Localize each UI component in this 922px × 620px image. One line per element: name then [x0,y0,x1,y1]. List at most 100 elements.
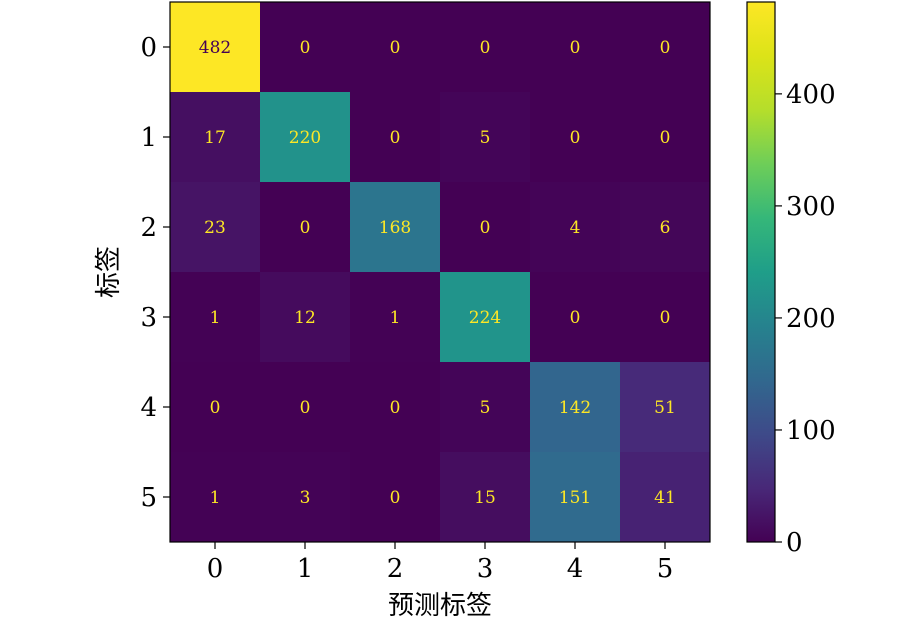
cell-value-label-5-1: 3 [300,488,311,508]
heatmap-cell-5-0 [170,452,261,543]
x-tick-label-1: 1 [297,554,314,584]
cell-value-labels: 482 0 0 0 0 017 220 0 5 0 023 0 168 0 4 61 12 1 224 0 00 0 0 5 1… [199,38,676,508]
heatmap-cell-0-3 [440,2,531,93]
cell-value-label-2-1: 0 [300,218,311,238]
cell-value-label-5-3: 15 [474,488,496,508]
cell-value-label-4-3: 5 [480,398,491,418]
cell-value-label-0-2: 0 [390,38,401,58]
heatmap-cell-5-2 [350,452,441,543]
cell-value-label-5-4: 151 [559,488,591,508]
heatmap-cell-4-1 [260,362,351,453]
heatmap-cell-1-1 [260,92,351,183]
cell-value-label-4-2: 0 [390,398,401,418]
heatmap-cell-0-1 [260,2,351,93]
cell-value-label-4-1: 0 [300,398,311,418]
cell-value-label-0-1: 0 [300,38,311,58]
heatmap-cell-3-3 [440,272,531,363]
colorbar [747,2,775,542]
x-tick-label-3: 3 [477,554,494,584]
cell-value-label-2-4: 4 [570,218,581,238]
heatmap-cell-3-5 [620,272,711,363]
heatmap-cell-5-1 [260,452,351,543]
cell-value-label-0-3: 0 [480,38,491,58]
y-tick-label-4: 4 [140,393,157,423]
cell-value-label-2-5: 6 [660,218,671,238]
cell-value-label-3-4: 0 [570,308,581,328]
y-tick-label-2: 2 [140,213,157,243]
cell-value-label-1-4: 0 [570,128,581,148]
cell-value-label-0-4: 0 [570,38,581,58]
y-axis-ticks: 0 1 2 3 4 5 [140,33,170,513]
cell-value-label-2-3: 0 [480,218,491,238]
heatmap-cell-3-2 [350,272,441,363]
colorbar-tick-label-3: 300 [786,192,836,222]
x-axis-ticks: 0 1 2 3 4 5 [207,542,674,584]
cell-value-label-5-5: 41 [654,488,676,508]
cell-value-label-4-0: 0 [210,398,221,418]
heatmap-cell-0-4 [530,2,621,93]
heatmap-cell-3-0 [170,272,261,363]
cell-value-label-3-3: 224 [469,308,501,328]
cell-value-label-1-2: 0 [390,128,401,148]
heatmap-cell-4-4 [530,362,621,453]
heatmap-cell-2-3 [440,182,531,273]
heatmap-cell-2-0 [170,182,261,273]
heatmap-cell-1-5 [620,92,711,183]
x-tick-label-4: 4 [567,554,584,584]
cell-value-label-1-0: 17 [204,128,226,148]
x-tick-label-0: 0 [207,554,224,584]
colorbar-tick-label-1: 100 [786,416,836,446]
y-tick-label-0: 0 [140,33,157,63]
cell-value-label-3-0: 1 [210,308,221,328]
heatmap-cell-1-0 [170,92,261,183]
x-tick-label-2: 2 [387,554,404,584]
heatmap-cell-3-1 [260,272,351,363]
heatmap-cell-2-2 [350,182,441,273]
y-tick-label-1: 1 [140,123,157,153]
cell-value-label-3-5: 0 [660,308,671,328]
colorbar-frame [746,1,776,543]
x-axis-title: 预测标签 [388,591,492,620]
heatmap-cell-5-5 [620,452,711,543]
cell-value-label-1-1: 220 [289,128,321,148]
colorbar-tick-label-0: 0 [786,528,803,558]
heatmap-cell-4-0 [170,362,261,453]
y-tick-label-3: 3 [140,303,157,333]
heatmap-cell-0-2 [350,2,441,93]
cell-value-label-4-4: 142 [559,398,591,418]
heatmap-cell-3-4 [530,272,621,363]
heatmap-cell-4-5 [620,362,711,453]
colorbar-tick-label-2: 200 [786,304,836,334]
heatmap-cell-2-1 [260,182,351,273]
heatmap-cell-4-2 [350,362,441,453]
heatmap-cell-1-3 [440,92,531,183]
heatmap-cell-2-4 [530,182,621,273]
cell-value-label-3-1: 12 [294,308,316,328]
cell-value-label-5-2: 0 [390,488,401,508]
cell-value-label-1-3: 5 [480,128,491,148]
heatmap-cells [170,2,711,543]
heatmap-cell-4-3 [440,362,531,453]
cell-value-label-3-2: 1 [390,308,401,328]
y-tick-label-5: 5 [140,483,157,513]
heatmap-cell-5-3 [440,452,531,543]
colorbar-tick-label-4: 400 [786,80,836,110]
heatmap-cell-0-5 [620,2,711,93]
colorbar-ticks: 0 100 200 300 400 [775,80,836,558]
cell-value-label-5-0: 1 [210,488,221,508]
heatmap-cell-2-5 [620,182,711,273]
cell-value-label-1-5: 0 [660,128,671,148]
cell-value-label-4-5: 51 [654,398,676,418]
cell-value-label-2-0: 23 [204,218,226,238]
cell-value-label-0-5: 0 [660,38,671,58]
heatmap-cell-0-0 [170,2,261,93]
heatmap-cell-1-2 [350,92,441,183]
x-tick-label-5: 5 [657,554,674,584]
plot-frame [169,1,711,543]
cell-value-label-0-0: 482 [199,38,231,58]
heatmap-cell-1-4 [530,92,621,183]
heatmap-cell-5-4 [530,452,621,543]
cell-value-label-2-2: 168 [379,218,411,238]
y-axis-title: 标签 [94,246,124,298]
